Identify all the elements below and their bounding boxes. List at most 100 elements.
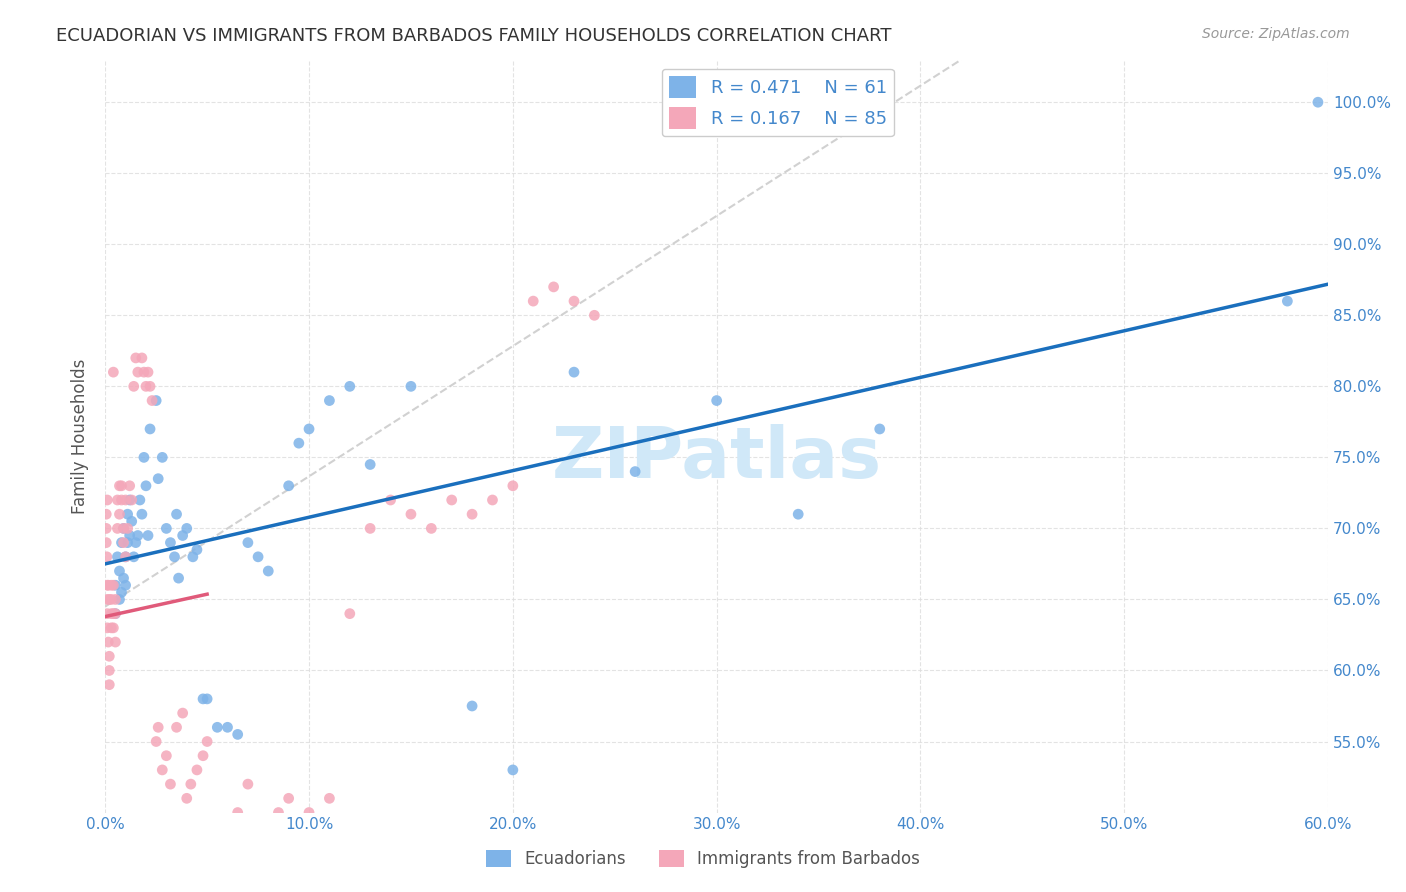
Point [502,479,524,493]
Point [176,791,198,805]
Y-axis label: Family Households: Family Households [72,359,89,514]
Point [562,294,585,309]
Point [277,791,299,805]
Point [98,592,121,607]
Point [155,748,177,763]
Point [125,351,148,365]
Point [104,578,127,592]
Point [150,450,173,465]
Point [98,649,121,664]
Point [172,706,194,720]
Point [110,585,132,599]
Point [104,635,127,649]
Point [112,535,135,549]
Point [461,507,484,521]
Point [127,365,149,379]
Point [108,592,131,607]
Point [127,528,149,542]
Point [217,834,239,848]
Point [96,592,118,607]
Point [96,549,118,564]
Point [624,465,647,479]
Point [167,571,190,585]
Point [121,514,143,528]
Point [166,507,188,521]
Point [107,549,129,564]
Point [159,777,181,791]
Point [117,507,139,521]
Point [114,578,136,592]
Text: ZIPatlas: ZIPatlas [551,425,882,493]
Point [288,820,311,834]
Point [135,379,157,393]
Point [380,493,402,508]
Point [399,507,422,521]
Point [122,549,145,564]
Point [104,592,127,607]
Point [159,535,181,549]
Point [118,479,141,493]
Point [706,393,728,408]
Point [583,308,606,322]
Point [96,507,118,521]
Point [145,734,167,748]
Point [267,805,290,820]
Point [226,805,249,820]
Point [110,535,132,549]
Point [359,521,381,535]
Point [186,763,208,777]
Point [298,422,321,436]
Point [191,748,214,763]
Point [96,621,118,635]
Point [155,521,177,535]
Point [141,393,163,408]
Point [150,763,173,777]
Point [107,493,129,508]
Point [114,549,136,564]
Point [112,571,135,585]
Text: Source: ZipAtlas.com: Source: ZipAtlas.com [1202,27,1350,41]
Point [257,820,280,834]
Point [100,578,122,592]
Legend: R = 0.471    N = 61, R = 0.167    N = 85: R = 0.471 N = 61, R = 0.167 N = 85 [662,69,894,136]
Point [502,763,524,777]
Point [103,621,125,635]
Legend: Ecuadorians, Immigrants from Barbados: Ecuadorians, Immigrants from Barbados [479,843,927,875]
Point [96,535,118,549]
Point [114,549,136,564]
Point [318,393,340,408]
Point [136,528,159,542]
Point [96,521,118,535]
Point [110,493,132,508]
Point [98,664,121,678]
Point [1277,294,1299,309]
Point [180,777,202,791]
Point [148,472,170,486]
Point [869,422,891,436]
Point [420,521,443,535]
Point [139,379,162,393]
Point [257,564,280,578]
Point [247,834,270,848]
Point [191,692,214,706]
Point [112,521,135,535]
Point [145,393,167,408]
Point [181,549,204,564]
Point [98,678,121,692]
Point [104,607,127,621]
Point [139,422,162,436]
Point [108,507,131,521]
Point [136,365,159,379]
Point [163,549,186,564]
Point [207,863,229,877]
Point [107,521,129,535]
Point [195,734,218,748]
Point [97,635,120,649]
Point [103,365,125,379]
Point [543,280,565,294]
Point [236,777,259,791]
Point [108,564,131,578]
Point [172,528,194,542]
Point [277,479,299,493]
Point [1306,95,1329,110]
